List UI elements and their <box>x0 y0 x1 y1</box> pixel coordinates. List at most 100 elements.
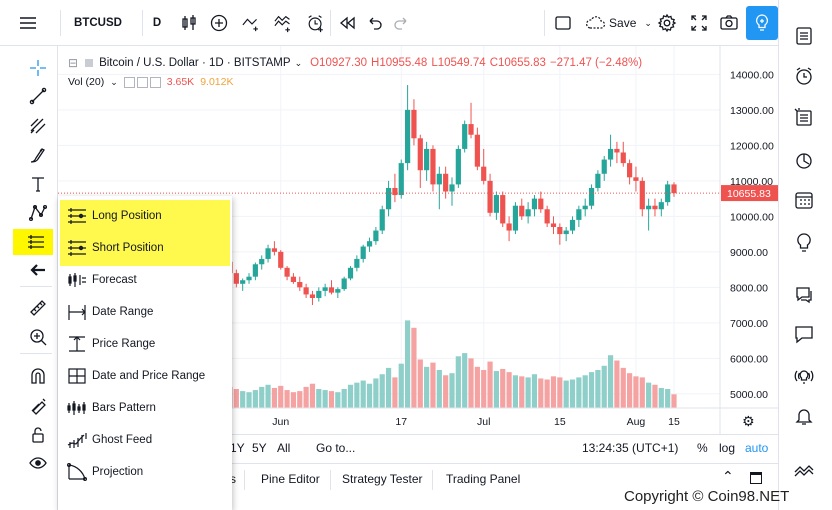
volume-bar <box>354 382 360 408</box>
symbol-search[interactable]: BTCUSD <box>74 17 122 29</box>
fib-retracement-icon[interactable] <box>24 114 52 138</box>
indicators-icon[interactable] <box>238 8 266 38</box>
menu-item-long-position[interactable]: Long Position <box>58 200 232 232</box>
candle-body <box>405 109 411 164</box>
data-window-icon[interactable] <box>789 103 819 131</box>
alert-icon[interactable] <box>302 8 330 38</box>
volume-bar <box>519 376 525 408</box>
replay-icon[interactable] <box>334 8 360 38</box>
candle-body <box>271 248 277 252</box>
candle-body <box>252 264 258 277</box>
candle-body <box>316 290 322 298</box>
axis-settings-icon[interactable]: ⚙ <box>742 414 755 430</box>
back-arrow-icon[interactable] <box>24 258 52 282</box>
volume-bar <box>595 370 601 408</box>
menu-item-date-range[interactable]: Date Range <box>58 296 232 328</box>
gear-icon[interactable] <box>654 8 680 38</box>
volume-bar <box>240 391 246 408</box>
candles-icon[interactable] <box>176 8 202 38</box>
calendar-icon[interactable] <box>789 186 819 214</box>
brush-icon[interactable] <box>24 143 52 167</box>
prediction-measurement-icon[interactable] <box>22 230 50 254</box>
lock-icon[interactable] <box>24 423 52 447</box>
crosshair-icon[interactable] <box>24 56 52 80</box>
cloud-icon <box>586 16 606 29</box>
watchlist-icon[interactable] <box>789 22 819 50</box>
tab-pine-editor[interactable]: Pine Editor <box>261 472 320 486</box>
percent-toggle[interactable]: % <box>697 441 708 455</box>
volume-bar <box>284 390 290 408</box>
chevron-down-icon[interactable]: ⌄ <box>110 76 118 87</box>
ruler-icon[interactable] <box>24 296 52 320</box>
chat-icon[interactable] <box>789 320 819 348</box>
candle-body <box>430 148 436 185</box>
price-tick-label: 5000.00 <box>730 389 768 401</box>
auto-toggle[interactable]: auto <box>745 441 769 455</box>
menu-item-date-price-range[interactable]: Date and Price Range <box>58 360 232 392</box>
save-button[interactable]: Save ⌄ <box>582 8 654 38</box>
pattern-icon[interactable] <box>24 201 52 225</box>
volume-bar <box>309 383 316 408</box>
trend-line-icon[interactable] <box>24 84 52 108</box>
volume-bar <box>658 387 664 408</box>
menu-item-price-range[interactable]: Price Range <box>58 328 232 360</box>
notifications-icon[interactable] <box>789 402 819 430</box>
chevron-up-icon[interactable]: ⌃ <box>722 468 734 484</box>
symbol-title[interactable]: Bitcoin / U.S. Dollar · 1D · BITSTAMP <box>99 57 291 69</box>
templates-icon[interactable] <box>270 8 298 38</box>
volume-bar <box>265 384 271 408</box>
volume-bar <box>652 384 658 408</box>
signals-icon[interactable] <box>789 362 819 390</box>
settings-toggle-icon[interactable] <box>136 76 148 88</box>
layout-icon[interactable] <box>550 8 576 38</box>
fullscreen-icon[interactable] <box>686 8 712 38</box>
menu-item-short-position[interactable]: Short Position <box>58 232 232 264</box>
add-compare-icon[interactable] <box>206 8 232 38</box>
eye-icon[interactable] <box>24 451 52 475</box>
hotlist-icon[interactable] <box>789 146 819 174</box>
volume-bar <box>627 373 633 408</box>
tab-trading-panel[interactable]: Trading Panel <box>446 472 521 486</box>
tab-strategy-tester[interactable]: Strategy Tester <box>342 472 423 486</box>
ideas-icon[interactable] <box>789 228 819 256</box>
alarm-clock-icon[interactable] <box>789 62 819 90</box>
symbol-flag-icon <box>85 59 94 67</box>
maximize-panel-icon[interactable] <box>750 472 762 484</box>
candle-body <box>671 184 677 194</box>
range-5y[interactable]: 5Y <box>252 441 267 455</box>
camera-icon[interactable] <box>716 8 742 38</box>
volume-bar <box>576 377 582 408</box>
chats-icon[interactable] <box>789 280 819 308</box>
undo-icon[interactable] <box>362 8 388 38</box>
candle-body <box>246 276 252 281</box>
redo-icon[interactable] <box>388 8 414 38</box>
log-toggle[interactable]: log <box>719 441 736 455</box>
candle-body <box>531 198 538 210</box>
menu-icon[interactable] <box>16 8 40 38</box>
close-toggle-icon[interactable] <box>149 76 161 88</box>
zoom-in-icon[interactable] <box>24 325 52 349</box>
volume-bar <box>322 390 328 408</box>
menu-item-ghost-feed[interactable]: Ghost Feed <box>58 424 232 456</box>
range-all[interactable]: All <box>277 441 291 455</box>
menu-item-projection[interactable]: Projection <box>58 456 232 488</box>
menu-item-bars-pattern[interactable]: Bars Pattern <box>58 392 232 424</box>
candle-body <box>519 205 525 217</box>
goto-button[interactable]: Go to... <box>316 441 356 455</box>
volume-bar <box>417 359 423 408</box>
tab-stock-screener[interactable]: s <box>230 472 236 486</box>
trading-icon[interactable] <box>789 455 819 483</box>
range-1y[interactable]: 1Y <box>230 441 245 455</box>
magnet-icon[interactable] <box>24 364 52 388</box>
volume-bar <box>385 367 392 408</box>
lock-drawings-icon[interactable] <box>24 394 52 418</box>
collapse-icon[interactable]: ⊟ <box>68 56 79 70</box>
text-icon[interactable] <box>24 172 52 196</box>
interval-button[interactable]: D <box>152 17 162 29</box>
chevron-down-icon[interactable]: ⌄ <box>294 57 303 68</box>
publish-idea-icon[interactable] <box>746 6 778 40</box>
volume-bar <box>588 372 595 408</box>
menu-item-forecast[interactable]: Forecast <box>58 264 232 296</box>
volume-label[interactable]: Vol (20) <box>68 76 105 88</box>
eye-toggle-icon[interactable] <box>123 76 135 88</box>
